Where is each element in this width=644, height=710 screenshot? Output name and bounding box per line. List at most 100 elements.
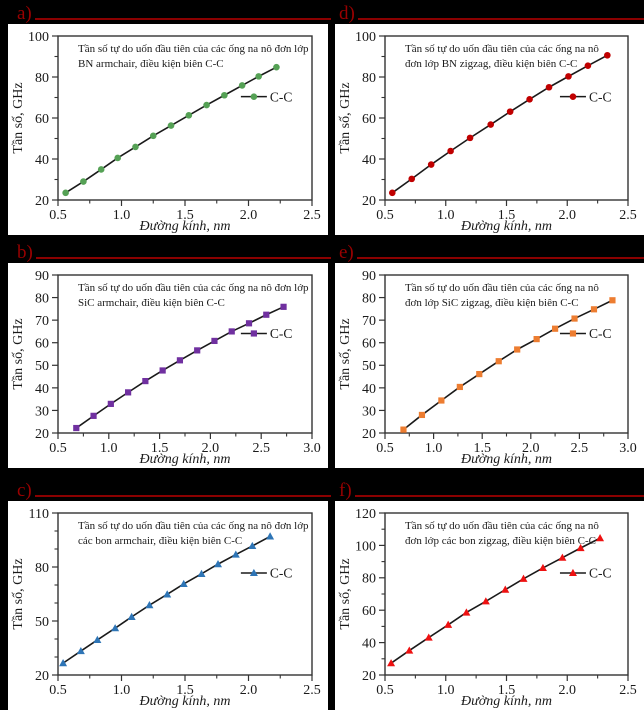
- x-tick-label: 1.5: [176, 683, 194, 698]
- panel-label-a: a): [17, 3, 32, 24]
- chart-title-line-2: đơn lớp BN zigzag, điều kiện biên C-C: [405, 58, 577, 70]
- data-marker: [142, 377, 149, 385]
- y-tick-label: 40: [362, 637, 376, 652]
- x-tick-label: 0.5: [376, 208, 394, 223]
- x-tick-label: 2.5: [303, 683, 321, 698]
- y-tick-label: 80: [35, 71, 49, 86]
- data-marker: [424, 633, 433, 641]
- data-marker: [400, 426, 407, 433]
- y-axis-title: Tần số, GHz: [338, 82, 353, 153]
- chart-title-line-1: Tần số tự do uốn đầu tiên của các ống na…: [78, 520, 309, 532]
- chart-title-line-1: Tần số tự do uốn đầu tiên của các ống na…: [78, 282, 309, 294]
- data-marker: [447, 147, 454, 155]
- panel-cell-b: b) 0.5 1.0 1.5 2.0 2.5 3.0 20 30 40 50 60 70 80 90 Đườ…: [0, 239, 331, 477]
- data-marker: [221, 91, 228, 99]
- y-tick-label: 80: [35, 561, 49, 576]
- data-marker: [569, 93, 577, 100]
- x-axis-title: Đường kính, nm: [460, 219, 552, 234]
- x-tick-label: 2.5: [571, 441, 589, 456]
- label-rule-d: [357, 18, 644, 20]
- x-axis-title: Đường kính, nm: [460, 694, 552, 709]
- chart-e-sic-zigzag: 0.5 1.0 1.5 2.0 2.5 3.0 20 30 40 50 60 70 80 90 Đường …: [338, 269, 637, 467]
- data-marker: [538, 563, 547, 572]
- data-marker: [558, 553, 567, 561]
- data-marker: [197, 569, 206, 577]
- data-marker: [456, 383, 463, 391]
- x-tick-label: 0.5: [376, 683, 394, 698]
- data-marker: [145, 601, 154, 609]
- chart-d-bn-zigzag: 0.5 1.0 1.5 2.0 2.5 20 40 60 80 100 Đường kính, nm…: [338, 30, 637, 234]
- data-marker: [495, 358, 502, 365]
- y-tick-label: 120: [355, 507, 376, 522]
- y-tick-label: 70: [362, 314, 376, 329]
- y-tick-label: 90: [362, 269, 376, 284]
- x-axis-title: Đường kính, nm: [460, 452, 552, 467]
- legend-label: C-C: [589, 566, 612, 581]
- y-tick-label: 80: [362, 71, 376, 86]
- y-tick-label: 100: [355, 539, 376, 554]
- data-marker: [552, 325, 559, 332]
- panel-label-row-f: f): [331, 477, 644, 501]
- y-tick-label: 60: [35, 112, 49, 127]
- y-axis-title: Tần số, GHz: [11, 558, 26, 629]
- y-tick-label: 100: [355, 30, 376, 45]
- x-tick-label: 1.0: [437, 208, 455, 223]
- x-tick-label: 2.5: [619, 208, 637, 223]
- x-tick-label: 2.5: [303, 208, 321, 223]
- x-axis-title: Đường kính, nm: [139, 219, 231, 234]
- data-marker: [408, 175, 416, 183]
- legend-label: C-C: [589, 89, 612, 104]
- data-marker: [80, 178, 87, 185]
- data-marker: [476, 370, 483, 378]
- data-line: [62, 535, 271, 664]
- chart-title-line-1: Tần số tự do uốn đầu tiên của các ống na…: [405, 520, 599, 532]
- data-marker: [280, 303, 287, 310]
- data-marker: [255, 73, 262, 80]
- x-tick-label: 2.0: [559, 683, 577, 698]
- data-marker: [111, 624, 120, 632]
- x-tick-label: 2.0: [202, 441, 220, 456]
- chart-panel-e: 0.5 1.0 1.5 2.0 2.5 3.0 20 30 40 50 60 70 80 90 Đường …: [335, 263, 644, 468]
- x-tick-label: 0.5: [49, 208, 67, 223]
- chart-title-line-2: các bon armchair, điều kiện biên C-C: [78, 535, 242, 547]
- x-tick-label: 1.5: [498, 683, 516, 698]
- chart-title-line-2: BN armchair, điều kiện biên C-C: [78, 58, 224, 70]
- panel-label-e: e): [339, 242, 354, 263]
- y-tick-label: 110: [29, 507, 49, 522]
- data-marker: [97, 166, 105, 173]
- panel-label-f: f): [339, 480, 352, 501]
- y-tick-label: 20: [362, 194, 376, 209]
- panel-label-c: c): [17, 480, 32, 501]
- data-marker: [405, 646, 414, 654]
- y-axis-title: Tần số, GHz: [11, 318, 26, 389]
- x-axis-title: Đường kính, nm: [139, 694, 231, 709]
- label-rule-f: [354, 495, 644, 497]
- panel-label-row-e: e): [331, 239, 644, 263]
- panel-cell-f: f) 0.5 1.0 1.5 2.0 2.5 20 40 60 80 100 120 Đường kí…: [331, 477, 644, 710]
- x-axis-title: Đường kính, nm: [139, 452, 231, 467]
- chart-f-carbon-zigzag: 0.5 1.0 1.5 2.0 2.5 20 40 60 80 100 120 Đường kính,…: [338, 507, 637, 709]
- y-tick-label: 40: [362, 382, 376, 397]
- y-tick-label: 30: [362, 404, 376, 419]
- y-tick-label: 60: [35, 337, 49, 352]
- data-marker: [62, 189, 69, 197]
- data-marker: [214, 560, 223, 568]
- legend-label: C-C: [270, 89, 293, 104]
- y-tick-label: 40: [35, 382, 49, 397]
- data-marker: [462, 608, 471, 616]
- x-tick-label: 3.0: [619, 441, 637, 456]
- data-marker: [90, 412, 97, 419]
- panel-cell-e: e) 0.5 1.0 1.5 2.0 2.5 3.0 20 30 40 50 60 70 80 90 Đườ…: [331, 239, 644, 477]
- chart-panel-f: 0.5 1.0 1.5 2.0 2.5 20 40 60 80 100 120 Đường kính,…: [335, 501, 644, 710]
- x-tick-label: 0.5: [49, 683, 67, 698]
- data-marker: [167, 122, 175, 129]
- chart-panel-d: 0.5 1.0 1.5 2.0 2.5 20 40 60 80 100 Đường kính, nm…: [335, 24, 644, 235]
- y-tick-label: 80: [362, 291, 376, 306]
- label-rule-b: [35, 257, 331, 259]
- chart-title-line-1: Tần số tự do uốn đầu tiên của các ống na…: [405, 43, 599, 55]
- chart-c-carbon-armchair: 0.5 1.0 1.5 2.0 2.5 20 50 80 110 Đường kính, nm Tầ…: [11, 507, 321, 709]
- y-axis-title: Tần số, GHz: [338, 318, 353, 389]
- data-marker: [125, 389, 132, 396]
- data-marker: [250, 93, 258, 100]
- panel-label-row-a: a): [0, 0, 331, 24]
